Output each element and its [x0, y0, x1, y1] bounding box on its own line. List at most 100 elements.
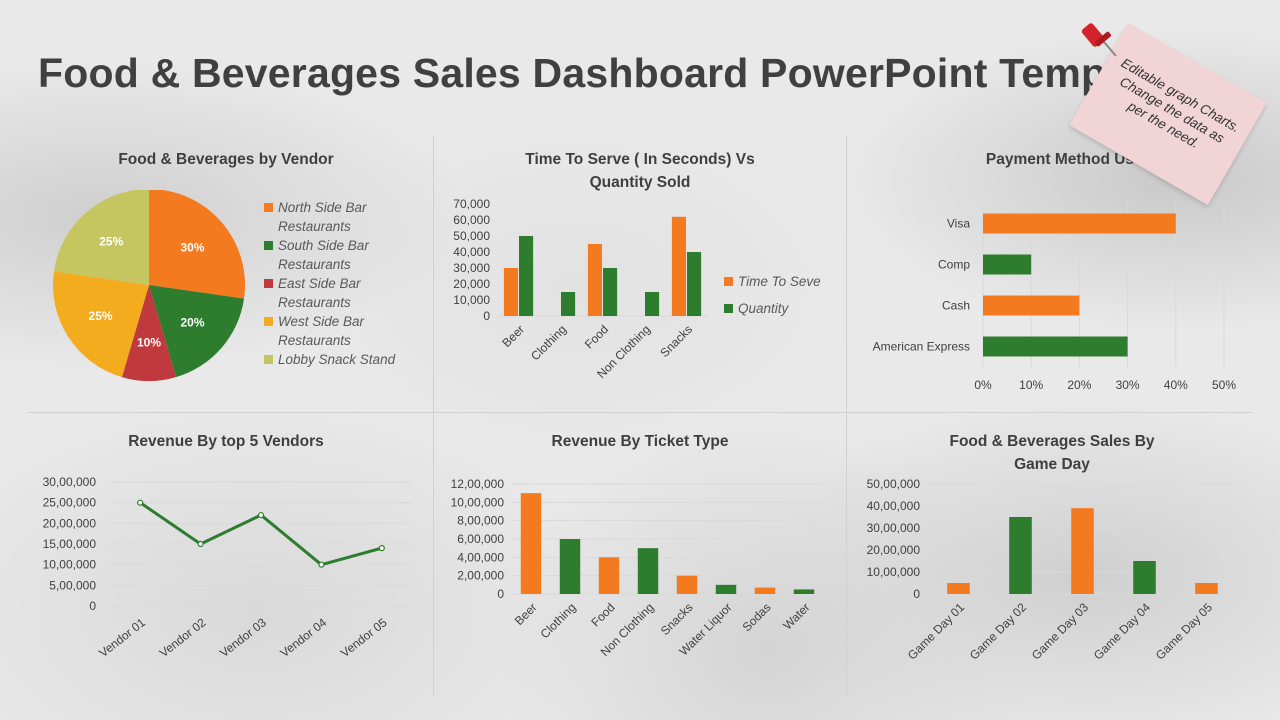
bar [983, 254, 1032, 275]
y-tick-label: 10,00,000 [43, 558, 97, 572]
y-tick-label: 0 [89, 599, 96, 613]
pie-data-label: 30% [181, 240, 205, 254]
y-tick-label: 70,000 [453, 197, 490, 211]
y-tick-label: 0 [497, 587, 504, 601]
divider-vertical-left [433, 135, 434, 695]
page-title: Food & Beverages Sales Dashboard PowerPo… [38, 50, 1107, 96]
pie-slice [52, 271, 149, 378]
legend-swatch [724, 277, 733, 286]
chart-title-payment-method: Payment Method Us [985, 151, 1135, 168]
x-category-label: Food [582, 322, 611, 351]
bar [947, 583, 970, 594]
y-tick-label: 15,00,000 [43, 537, 97, 551]
data-point [378, 545, 385, 552]
x-tick-label: 10% [1019, 378, 1043, 392]
x-category-label: Game Day 01 [905, 600, 967, 662]
x-category-label: Clothing [528, 322, 569, 363]
bar [671, 216, 686, 316]
pie-slice [149, 285, 245, 378]
chart-title-line: Quantity Sold [589, 174, 691, 191]
sticky-note-text: Editable graph Charts. Change the data a… [1117, 55, 1243, 152]
pie-data-label: 10% [137, 336, 161, 350]
chart-title-ticket-type: Revenue By Ticket Type [551, 433, 729, 450]
top5-vendors-chart: 0 5,00,000 10,00,000 15,00,000 20,00,000 25,0… [43, 475, 412, 660]
bar [520, 493, 542, 594]
legend-swatch [264, 203, 273, 212]
pie-data-label: 25% [99, 234, 123, 248]
bar [645, 292, 660, 316]
x-category-label: Snacks [657, 322, 695, 360]
x-category-label: Clothing [538, 600, 579, 641]
legend-swatch [264, 355, 273, 364]
y-tick-label: 2,00,000 [457, 569, 504, 583]
time-to-serve-legend: Time To Seve Quantity [724, 272, 844, 318]
y-tick-label: 60,000 [453, 213, 490, 227]
y-tick-label: 30,000 [453, 261, 490, 275]
bar [1195, 583, 1218, 594]
y-tick-label: 50,000 [453, 229, 490, 243]
x-category-label: Sodas [740, 600, 774, 634]
legend-label: South Side Bar [278, 238, 369, 253]
x-category-label: Vendor 05 [338, 615, 390, 660]
legend-label: Time To Seve [738, 274, 821, 289]
bar [754, 587, 776, 594]
bar [637, 548, 659, 594]
x-category-label: Vendor 01 [96, 615, 148, 660]
legend-label: Quantity [738, 301, 789, 316]
y-tick-label: 8,00,000 [457, 514, 504, 528]
y-category-label: Visa [947, 217, 970, 231]
bar [983, 213, 1176, 234]
bar [1133, 561, 1156, 594]
legend-label: Restaurants [278, 333, 351, 348]
bar [587, 244, 602, 316]
y-tick-label: 30,00,000 [867, 521, 921, 535]
y-tick-label: 30,00,000 [43, 475, 97, 489]
payment-method-chart: 0% 10% 20% 30% 40% 50% Visa Comp Cash American Ex… [873, 203, 1236, 392]
y-tick-label: 12,00,000 [451, 477, 505, 491]
legend-swatch [264, 279, 273, 288]
chart-title-line: Time To Serve ( In Seconds) Vs [525, 151, 755, 168]
chart-title-top5-vendors: Revenue By top 5 Vendors [128, 433, 324, 450]
pie-data-label: 20% [181, 316, 205, 330]
x-category-label: Game Day 04 [1091, 600, 1153, 662]
y-tick-label: 0 [913, 587, 920, 601]
legend-label: Lobby Snack Stand [278, 352, 396, 367]
x-category-label: Vendor 03 [217, 615, 269, 660]
y-tick-label: 10,000 [453, 293, 490, 307]
y-category-label: Cash [942, 299, 970, 313]
y-tick-label: 25,00,000 [43, 496, 97, 510]
y-tick-label: 20,00,000 [43, 516, 97, 530]
vendor-pie-legend: North Side Bar Restaurants South Side Ba… [264, 198, 424, 369]
y-tick-label: 5,00,000 [49, 578, 96, 592]
bar [983, 336, 1128, 357]
x-category-label: Beer [499, 322, 527, 350]
bar [519, 236, 534, 316]
data-point [197, 540, 204, 548]
push-pin-icon [1081, 23, 1117, 57]
x-category-label: Beer [512, 600, 540, 628]
chart-title-line: Food & Beverages Sales By [949, 433, 1155, 450]
data-point [137, 499, 144, 506]
time-to-serve-chart: 0 10,000 20,000 30,000 40,000 50,000 60,000 70,… [453, 197, 708, 381]
x-category-label: Vendor 02 [157, 615, 209, 660]
pie-slice [53, 190, 149, 285]
y-tick-label: 40,00,000 [867, 499, 921, 513]
y-tick-label: 4,00,000 [457, 550, 504, 564]
y-category-label: Comp [938, 258, 970, 272]
legend-item: North Side Bar Restaurants [264, 198, 424, 236]
bar [793, 589, 815, 594]
x-tick-label: 20% [1067, 378, 1091, 392]
divider-vertical-right [846, 135, 847, 695]
legend-label: Restaurants [278, 219, 351, 234]
bar [1071, 508, 1094, 594]
bar [676, 575, 698, 594]
bar [603, 268, 618, 316]
legend-label: West Side Bar [278, 314, 365, 329]
divider-horizontal [28, 412, 1252, 413]
bar [1009, 517, 1032, 594]
vendor-pie-chart: 30% 20% 10% 25% 25% [52, 190, 245, 381]
x-tick-label: 40% [1164, 378, 1188, 392]
bar [559, 539, 581, 594]
bar [598, 557, 620, 594]
legend-label: East Side Bar [278, 276, 361, 291]
